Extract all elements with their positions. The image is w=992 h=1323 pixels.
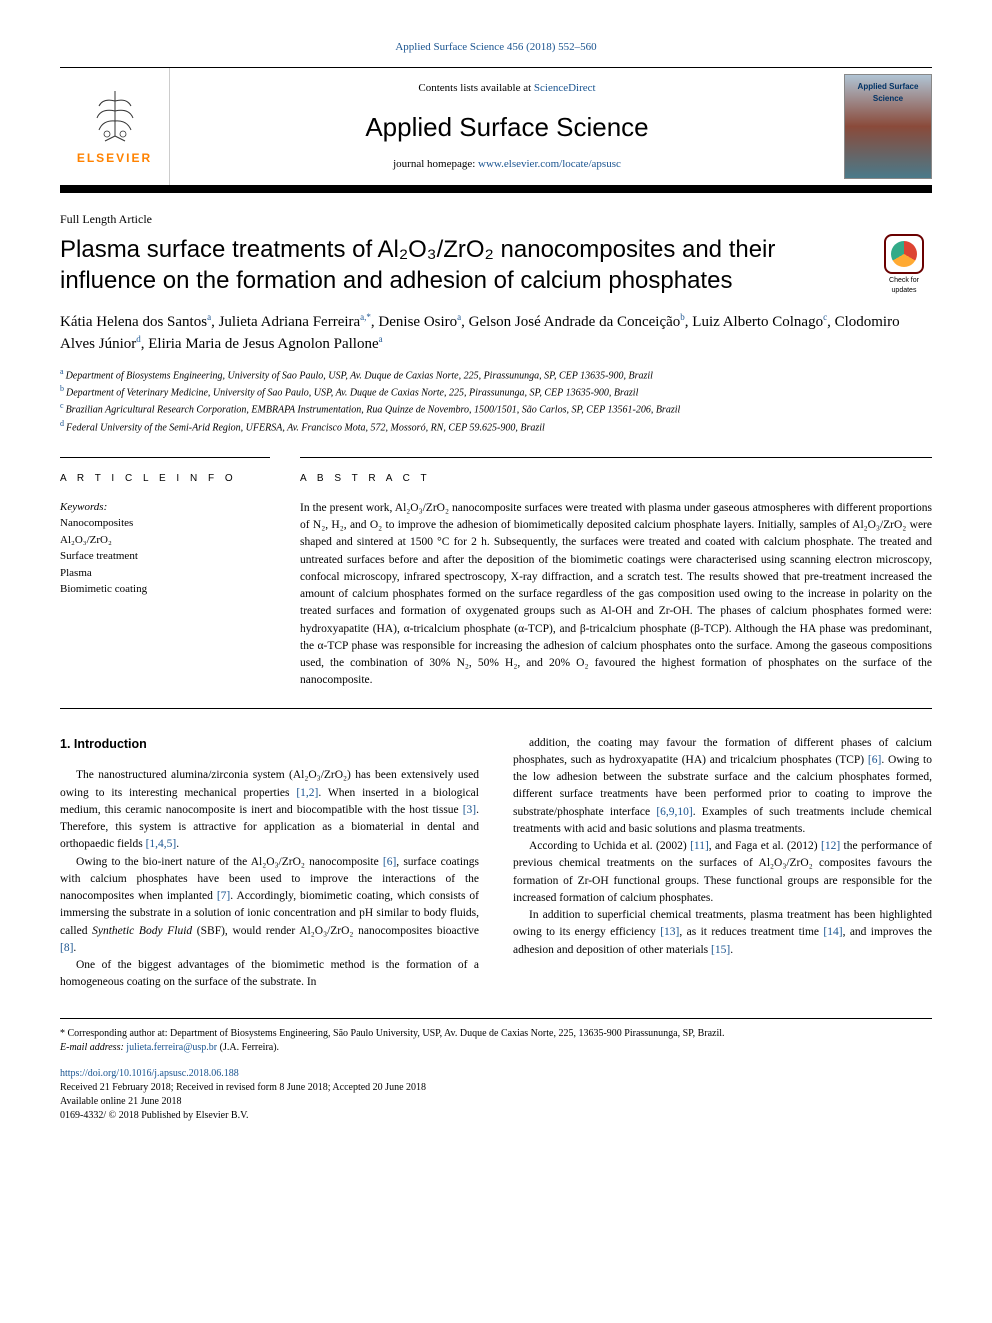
corr-author-text: * Corresponding author at: Department of… — [60, 1027, 932, 1041]
elsevier-tree-icon — [85, 86, 145, 146]
abstract-column: A B S T R A C T In the present work, Al₂… — [300, 457, 932, 690]
homepage-link[interactable]: www.elsevier.com/locate/apsusc — [478, 158, 621, 170]
running-head: Applied Surface Science 456 (2018) 552–5… — [60, 40, 932, 55]
corr-email-post: (J.A. Ferreira). — [217, 1042, 279, 1053]
doi-block: https://doi.org/10.1016/j.apsusc.2018.06… — [60, 1067, 932, 1123]
affiliations: aDepartment of Biosystems Engineering, U… — [60, 366, 932, 435]
article-info-heading: A R T I C L E I N F O — [60, 472, 270, 486]
article-info-column: A R T I C L E I N F O Keywords: Nanocomp… — [60, 457, 270, 690]
check-updates-badge[interactable]: Check for updates — [876, 234, 932, 296]
left-column: 1. Introduction The nanostructured alumi… — [60, 735, 479, 992]
journal-header: ELSEVIER Contents lists available at Sci… — [60, 67, 932, 187]
online-date: Available online 21 June 2018 — [60, 1095, 932, 1109]
sciencedirect-link[interactable]: ScienceDirect — [534, 82, 596, 94]
abstract-heading: A B S T R A C T — [300, 472, 932, 486]
section-1-heading: 1. Introduction — [60, 735, 479, 754]
received-dates: Received 21 February 2018; Received in r… — [60, 1081, 932, 1095]
keywords-list: NanocompositesAl₂O₃/ZrO₂Surface treatmen… — [60, 515, 270, 598]
email-label: E-mail address: — [60, 1042, 126, 1053]
crossmark-icon — [891, 241, 917, 267]
contents-label: Contents lists available at — [418, 82, 533, 94]
header-center: Contents lists available at ScienceDirec… — [170, 73, 844, 180]
right-column: addition, the coating may favour the for… — [513, 735, 932, 992]
article-type: Full Length Article — [60, 211, 932, 228]
abstract-text: In the present work, Al₂O₃/ZrO₂ nanocomp… — [300, 500, 932, 690]
body-columns: 1. Introduction The nanostructured alumi… — [60, 735, 932, 992]
check-updates-label: Check for updates — [889, 277, 919, 294]
corresponding-author-footnote: * Corresponding author at: Department of… — [60, 1027, 932, 1055]
keywords-label: Keywords: — [60, 500, 270, 515]
section-divider — [60, 708, 932, 709]
footnote-rule — [60, 1018, 932, 1019]
journal-cover-thumb: Applied Surface Science — [844, 74, 932, 179]
header-rule — [60, 187, 932, 193]
article-title: Plasma surface treatments of Al₂O₃/ZrO₂ … — [60, 234, 876, 296]
elsevier-wordmark: ELSEVIER — [77, 150, 152, 167]
authors-list: Kátia Helena dos Santosa, Julieta Adrian… — [60, 311, 932, 356]
running-head-link[interactable]: Applied Surface Science 456 (2018) 552–5… — [395, 41, 596, 53]
doi-link[interactable]: https://doi.org/10.1016/j.apsusc.2018.06… — [60, 1068, 239, 1079]
copyright-line: 0169-4332/ © 2018 Published by Elsevier … — [60, 1109, 932, 1123]
elsevier-logo: ELSEVIER — [60, 68, 170, 185]
journal-name: Applied Surface Science — [178, 109, 836, 145]
homepage-label: journal homepage: — [393, 158, 478, 170]
corr-email-link[interactable]: julieta.ferreira@usp.br — [126, 1042, 217, 1053]
